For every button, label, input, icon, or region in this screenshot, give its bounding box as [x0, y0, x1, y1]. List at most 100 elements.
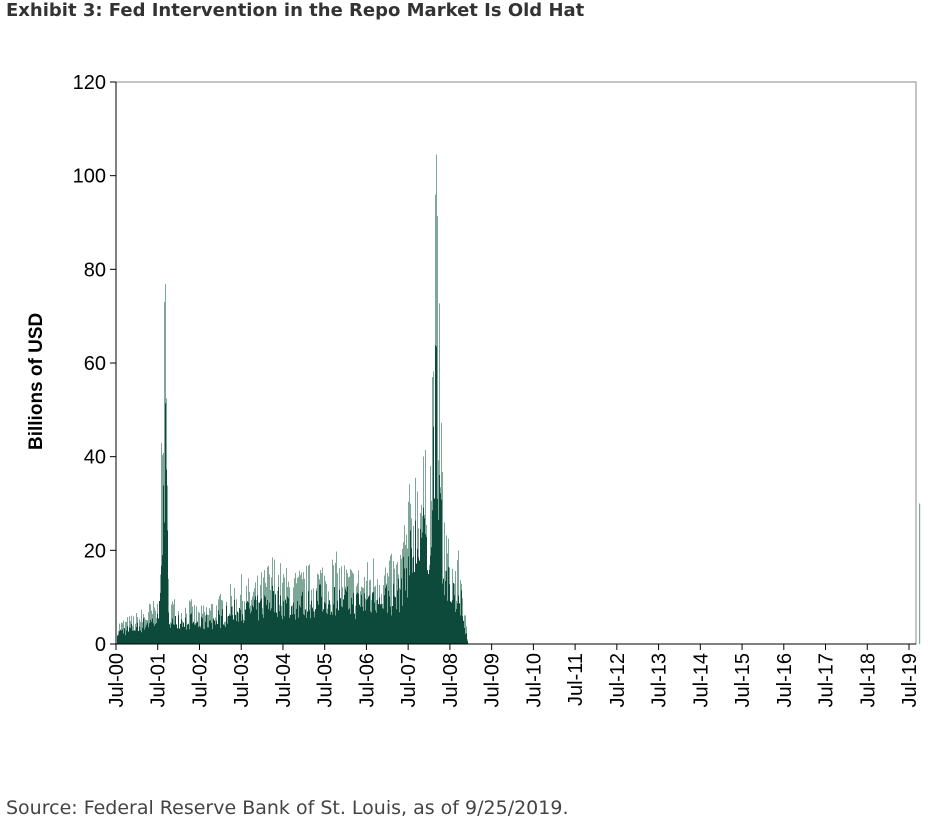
bar: [336, 608, 337, 644]
bar: [241, 574, 242, 644]
bar: [188, 623, 189, 644]
bar: [276, 612, 277, 644]
bar: [189, 600, 190, 644]
bar: [158, 618, 159, 644]
bar: [219, 614, 220, 644]
x-tick-label: Jul-16: [774, 653, 796, 707]
bar: [154, 607, 155, 644]
bar: [269, 602, 270, 644]
bar: [379, 597, 380, 644]
bar: [204, 629, 205, 644]
x-tick-label: Jul-00: [106, 653, 128, 707]
bar: [278, 587, 279, 644]
bar: [254, 599, 255, 644]
bar: [440, 493, 441, 644]
bar: [273, 590, 274, 644]
bar: [412, 572, 413, 644]
bar: [148, 627, 149, 644]
bar: [206, 614, 207, 644]
bar: [424, 518, 425, 644]
bar: [340, 598, 341, 644]
y-tick-label: 60: [84, 353, 106, 375]
bar: [402, 605, 403, 644]
x-tick-label: Jul-14: [690, 653, 712, 707]
bar: [396, 564, 397, 644]
bar: [164, 301, 165, 644]
bar: [451, 603, 452, 644]
bar: [370, 611, 371, 644]
bar: [123, 633, 124, 644]
bar: [303, 572, 304, 644]
bar: [461, 590, 462, 644]
bar: [456, 608, 457, 644]
bar: [271, 608, 272, 644]
bar: [192, 623, 193, 644]
bar: [160, 592, 161, 644]
bar: [155, 623, 156, 644]
bar: [214, 620, 215, 644]
bar: [295, 619, 296, 644]
bar: [272, 585, 273, 644]
bar: [467, 641, 468, 644]
bar: [247, 601, 248, 644]
bar: [118, 634, 119, 644]
bar: [418, 557, 419, 644]
bar: [285, 599, 286, 644]
bar: [186, 629, 187, 644]
bar: [282, 582, 283, 644]
bar: [374, 602, 375, 644]
bar: [389, 596, 390, 644]
bar: [173, 604, 174, 644]
bar: [297, 600, 298, 644]
bar: [323, 609, 324, 644]
bar: [358, 593, 359, 644]
bar: [212, 603, 213, 644]
bar: [429, 569, 430, 644]
bar: [180, 623, 181, 644]
bar: [454, 595, 455, 644]
bar: [380, 604, 381, 644]
bar: [311, 600, 312, 644]
bar: [390, 606, 391, 644]
bar: [190, 614, 191, 644]
bar: [289, 617, 290, 644]
bar: [449, 584, 450, 644]
bar: [151, 621, 152, 644]
bar: [287, 596, 288, 644]
bar: [410, 530, 411, 644]
y-tick-label: 0: [95, 634, 106, 656]
bar: [267, 600, 268, 644]
bar: [447, 553, 448, 644]
bar: [338, 610, 339, 644]
bar: [306, 618, 307, 644]
bar: [184, 626, 185, 644]
bar: [307, 611, 308, 644]
bar: [200, 627, 201, 644]
bar: [147, 622, 148, 644]
bar: [464, 628, 465, 644]
bar: [373, 592, 374, 644]
bar: [346, 591, 347, 644]
bar: [292, 614, 293, 644]
bar: [246, 602, 247, 644]
bar: [339, 589, 340, 644]
bar: [140, 630, 141, 644]
bar: [388, 590, 389, 644]
bars-group: [117, 154, 921, 645]
bar: [415, 520, 416, 644]
bar: [363, 611, 364, 644]
bar: [443, 578, 444, 644]
bar: [302, 591, 303, 644]
bar: [263, 617, 264, 644]
bar: [236, 621, 237, 644]
x-tick-label: Jul-09: [482, 653, 504, 707]
bar: [290, 614, 291, 644]
bar: [406, 568, 407, 644]
bar: [332, 614, 333, 644]
bar: [299, 605, 300, 644]
bar: [274, 612, 275, 644]
bar: [450, 601, 451, 644]
bar: [159, 600, 160, 644]
bar: [447, 600, 448, 644]
bar: [371, 612, 372, 644]
